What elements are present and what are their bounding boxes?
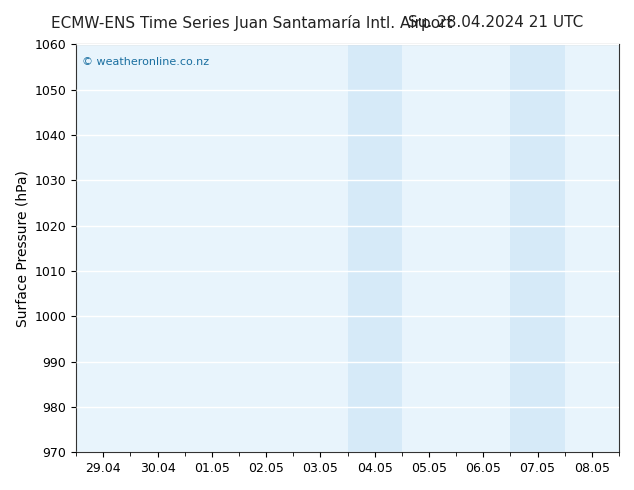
Bar — [510, 45, 565, 452]
Text: ECMW-ENS Time Series Juan Santamaría Intl. Airport: ECMW-ENS Time Series Juan Santamaría Int… — [51, 15, 452, 31]
Text: © weatheronline.co.nz: © weatheronline.co.nz — [82, 57, 209, 67]
Y-axis label: Surface Pressure (hPa): Surface Pressure (hPa) — [15, 170, 29, 327]
Text: Su. 28.04.2024 21 UTC: Su. 28.04.2024 21 UTC — [408, 15, 583, 30]
Bar — [347, 45, 402, 452]
